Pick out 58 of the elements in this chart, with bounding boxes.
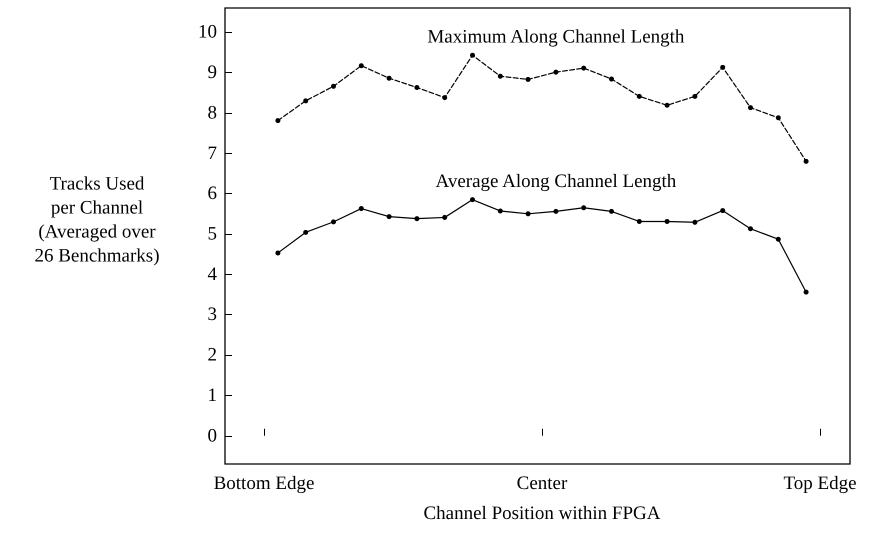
x-axis-title: Channel Position within FPGA xyxy=(424,503,661,524)
point xyxy=(553,70,558,75)
point xyxy=(442,214,448,220)
point xyxy=(609,76,614,82)
point xyxy=(692,220,698,225)
point xyxy=(414,85,420,90)
y-tick-label: 5 xyxy=(208,223,217,244)
point xyxy=(498,74,503,79)
point xyxy=(664,218,670,224)
point xyxy=(804,290,809,295)
point xyxy=(358,63,364,68)
point xyxy=(609,208,614,214)
point xyxy=(636,218,642,224)
point xyxy=(581,205,586,210)
point xyxy=(303,230,308,235)
y-tick-label: 1 xyxy=(208,384,217,406)
point xyxy=(748,105,753,110)
point xyxy=(498,208,503,214)
point xyxy=(386,214,392,220)
y-tick-label: 10 xyxy=(198,22,217,43)
annotation: Average Along Channel Length xyxy=(436,171,677,192)
text: Center xyxy=(516,473,568,494)
y-axis-title: Tracks Used per Channel (Averaged over 26 Benchmarks) xyxy=(34,174,160,266)
point xyxy=(636,94,642,99)
point xyxy=(804,158,809,164)
point xyxy=(553,208,558,214)
point xyxy=(442,95,448,100)
y-tick-label: 4 xyxy=(208,264,218,285)
y-tick-label: 9 xyxy=(208,62,217,84)
point xyxy=(470,52,475,58)
point xyxy=(358,206,364,212)
y-tick-label: 8 xyxy=(208,102,217,124)
y-tick-label: 6 xyxy=(208,183,217,204)
point xyxy=(331,84,336,89)
point xyxy=(720,208,726,214)
point xyxy=(692,94,698,99)
text: Bottom Edge xyxy=(214,473,314,494)
point xyxy=(386,76,392,81)
point xyxy=(776,236,781,242)
y-tick-label: 2 xyxy=(208,344,217,366)
point xyxy=(275,250,280,256)
point xyxy=(664,102,670,108)
point xyxy=(414,216,420,222)
point xyxy=(776,115,781,120)
y-tick-label: 3 xyxy=(208,304,217,326)
y-tick-label: 7 xyxy=(208,142,217,164)
annotation: Maximum Along Channel Length xyxy=(427,26,685,48)
point xyxy=(526,76,531,82)
point xyxy=(470,197,475,202)
point xyxy=(275,118,280,124)
point xyxy=(581,66,586,71)
point xyxy=(303,98,308,104)
point xyxy=(720,64,726,70)
point xyxy=(748,226,753,232)
y-tick-label: 0 xyxy=(208,425,217,446)
point xyxy=(331,219,336,224)
point xyxy=(526,211,531,216)
text: Top Edge xyxy=(783,473,857,494)
